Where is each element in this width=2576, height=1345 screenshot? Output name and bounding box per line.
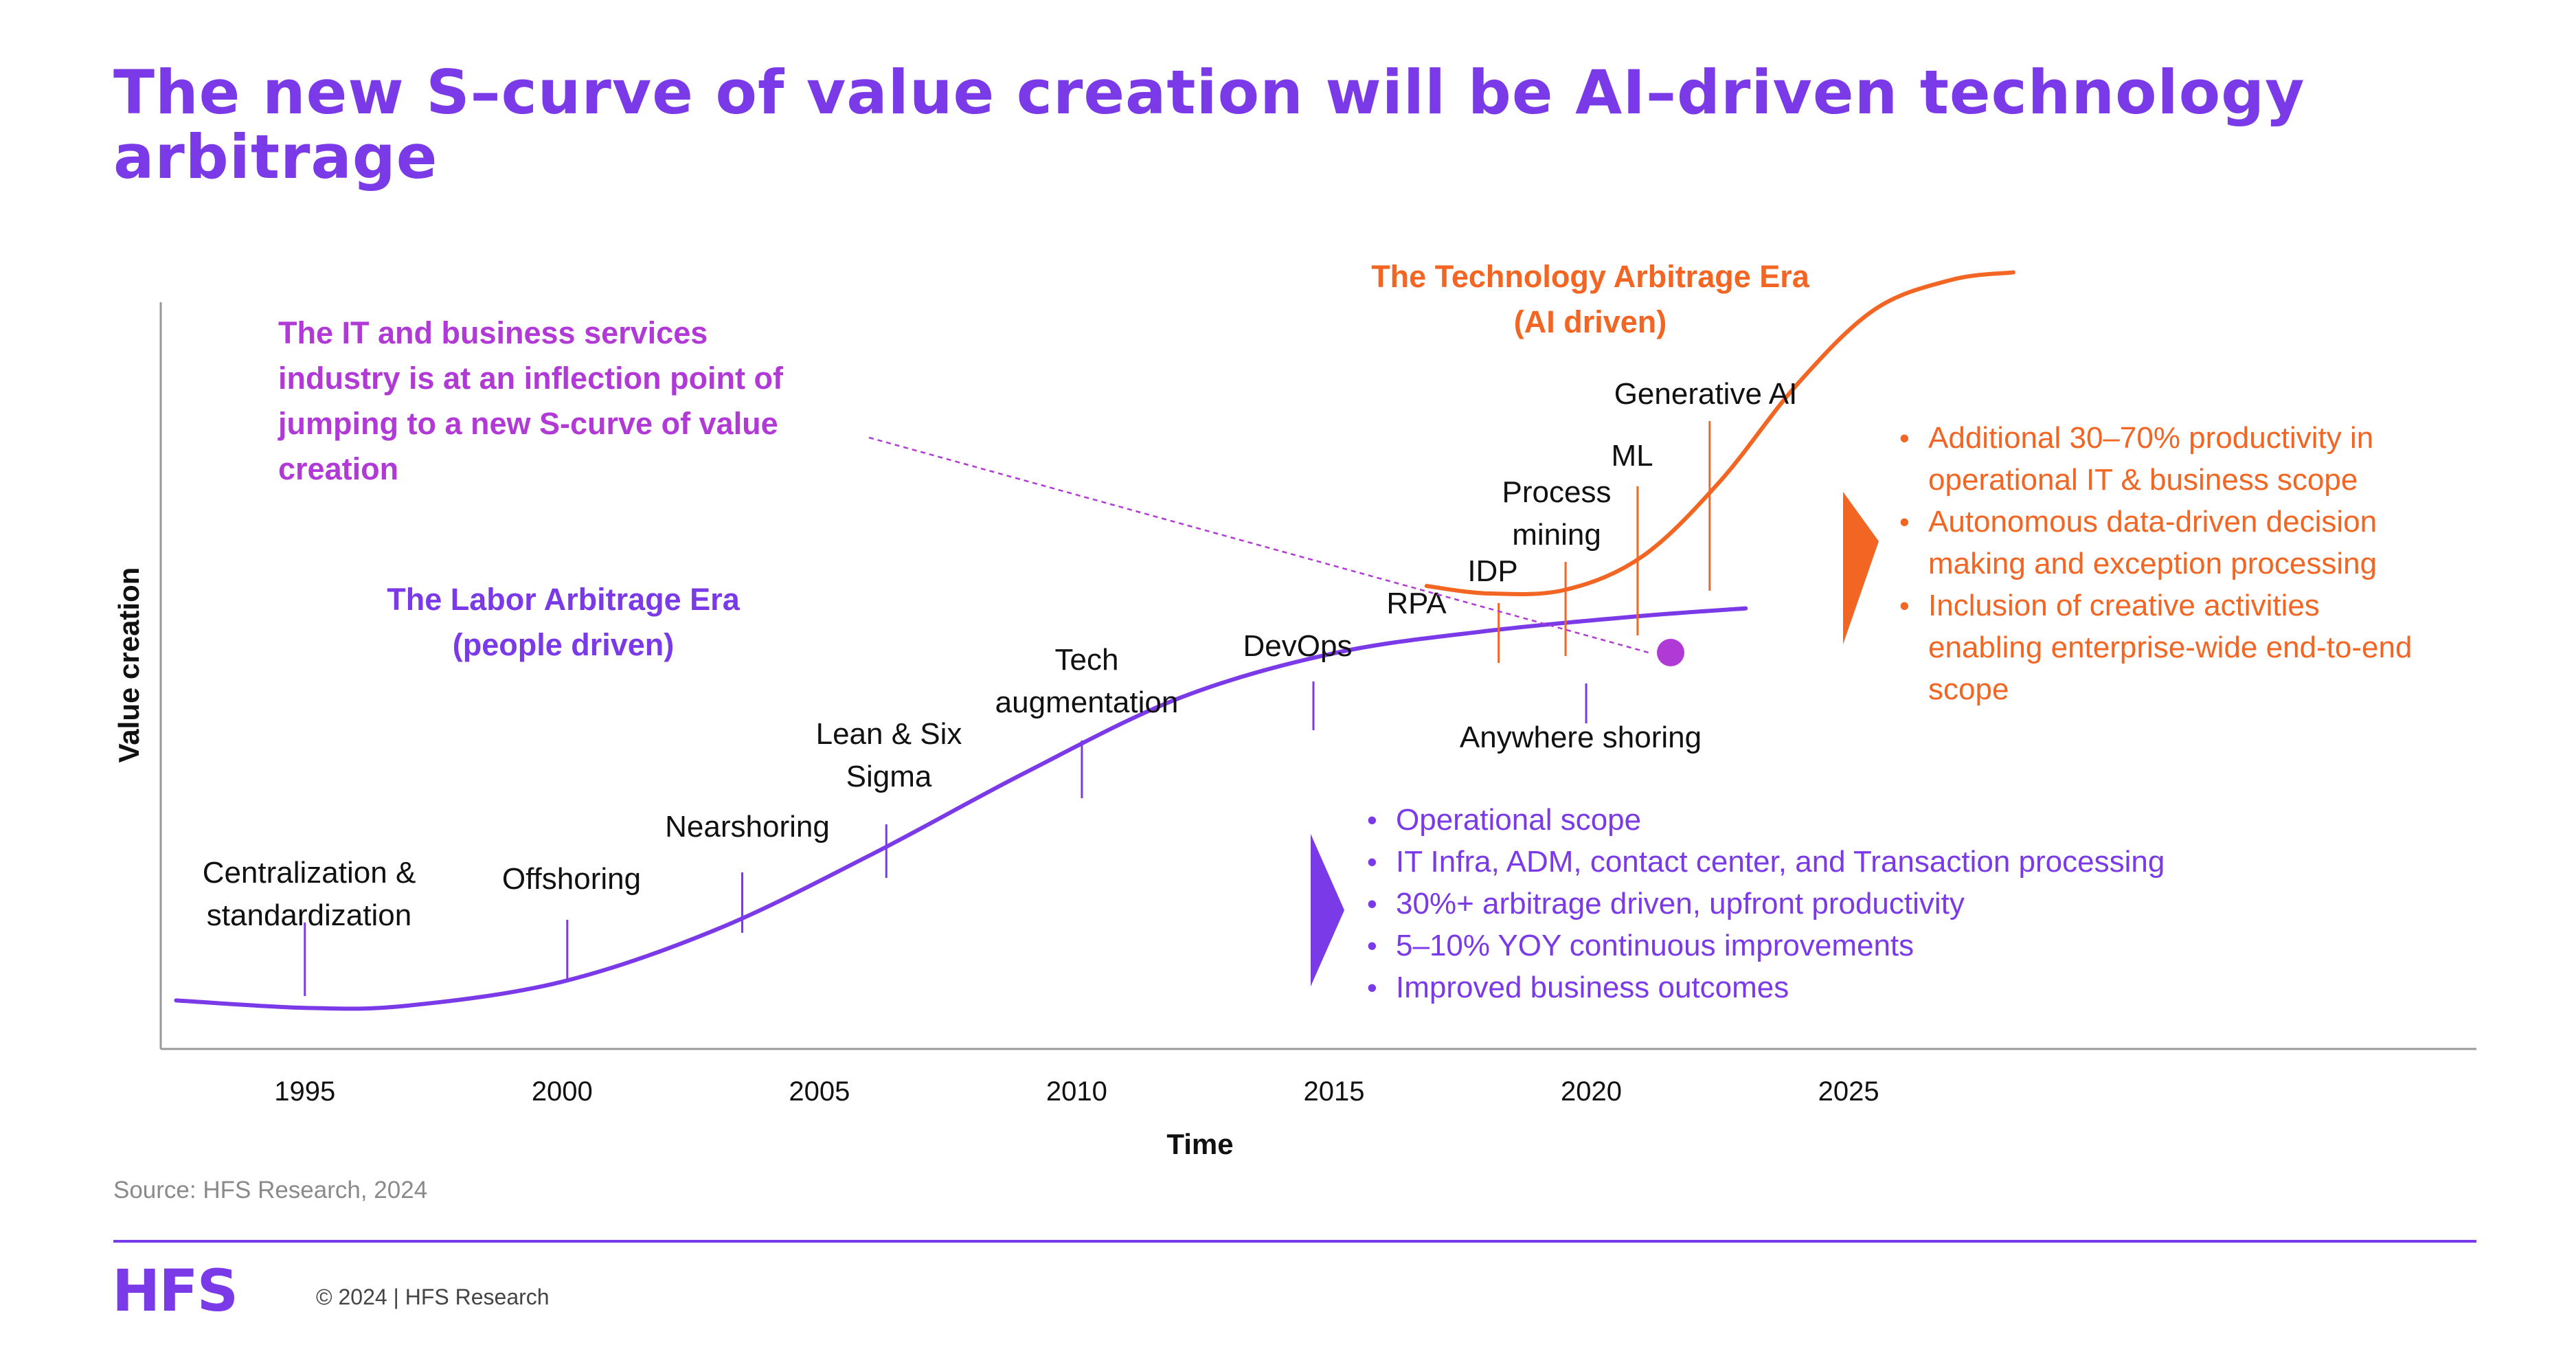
page-title: The new S–curve of value creation will b… bbox=[113, 57, 2305, 193]
footer-divider bbox=[113, 1240, 2476, 1243]
labor-bullet-dot: • bbox=[1367, 929, 1377, 962]
milestone-label: Generative AI bbox=[1614, 377, 1798, 411]
labor-bullet: Operational scope bbox=[1396, 803, 1641, 837]
milestone-label: Process mining bbox=[1502, 475, 1612, 552]
x-tick-label: 2020 bbox=[1561, 1076, 1622, 1107]
milestone-label: Lean & Six Sigma bbox=[816, 717, 962, 793]
tech-bullets-arrow bbox=[1843, 492, 1879, 644]
labor-bullet-dot: • bbox=[1367, 888, 1377, 920]
labor-bullets-arrow bbox=[1311, 834, 1344, 986]
tech-bullet: Autonomous data-driven decision making an… bbox=[1928, 505, 2377, 580]
labor-arbitrage-curve bbox=[174, 606, 1748, 1011]
labor-bullet: Improved business outcomes bbox=[1396, 971, 1789, 1004]
x-axis-label: Time bbox=[1166, 1128, 1233, 1160]
hfs-logo: HFS bbox=[112, 1257, 238, 1324]
x-tick-label: 2015 bbox=[1303, 1076, 1364, 1107]
x-tick-label: 2005 bbox=[789, 1076, 850, 1107]
milestone-label: Nearshoring bbox=[665, 810, 830, 844]
tech-bullet-dot: • bbox=[1899, 589, 1910, 622]
x-tick-label: 2025 bbox=[1818, 1076, 1879, 1107]
milestone-label: ML bbox=[1611, 439, 1653, 473]
tech-bullet-dot: • bbox=[1899, 422, 1910, 454]
milestone-label: RPA bbox=[1386, 587, 1447, 620]
tech-bullet-dot: • bbox=[1899, 506, 1910, 538]
labor-bullet-dot: • bbox=[1367, 971, 1377, 1004]
tech-era-label: The Technology Arbitrage Era (AI driven) bbox=[1371, 259, 1810, 339]
x-tick-label: 1995 bbox=[274, 1076, 335, 1107]
inflection-pointer bbox=[868, 436, 1649, 654]
milestone-label: Tech augmentation bbox=[995, 643, 1179, 719]
x-tick-label: 2000 bbox=[532, 1076, 593, 1107]
source-note: Source: HFS Research, 2024 bbox=[113, 1177, 428, 1203]
y-axis-label: Value creation bbox=[113, 567, 145, 763]
tech-bullet: Additional 30–70% productivity in operati… bbox=[1928, 421, 2373, 497]
labor-era-label: The Labor Arbitrage Era (people driven) bbox=[387, 582, 740, 662]
technology-arbitrage-curve bbox=[1424, 270, 2015, 597]
inflection-note: The IT and business services industry is … bbox=[278, 315, 784, 486]
labor-bullet-dot: • bbox=[1367, 804, 1377, 836]
milestone-label: Centralization & standardization bbox=[203, 856, 416, 932]
x-tick-label: 2010 bbox=[1046, 1076, 1107, 1107]
milestone-label: IDP bbox=[1467, 554, 1517, 588]
labor-bullet: 5–10% YOY continuous improvements bbox=[1396, 929, 1914, 962]
labor-bullet: 30%+ arbitrage driven, upfront productiv… bbox=[1396, 887, 1965, 920]
labor-bullet-dot: • bbox=[1367, 846, 1377, 878]
copyright-note: © 2024 | HFS Research bbox=[316, 1285, 550, 1309]
tech-bullet: Inclusion of creative activities enabling… bbox=[1928, 589, 2412, 706]
milestone-label: Anywhere shoring bbox=[1460, 721, 1702, 754]
milestone-label: Offshoring bbox=[502, 862, 641, 896]
milestone-label: DevOps bbox=[1243, 629, 1353, 663]
labor-bullet: IT Infra, ADM, contact center, and Trans… bbox=[1396, 845, 2165, 879]
inflection-point-marker bbox=[1657, 639, 1684, 666]
